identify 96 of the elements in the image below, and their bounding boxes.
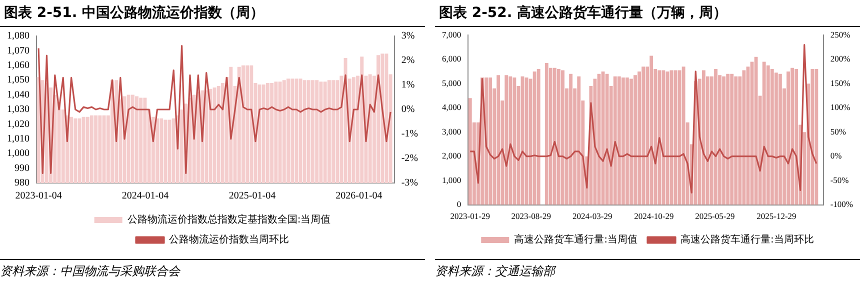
bar <box>508 76 512 205</box>
bar <box>666 71 670 205</box>
bar <box>726 74 730 205</box>
bar <box>634 75 637 205</box>
bar <box>504 75 508 205</box>
bar <box>734 76 738 205</box>
legend-label: 公路物流运价指数当周环比 <box>169 234 289 246</box>
y2-tick-label: 3% <box>401 30 415 42</box>
y2-tick-label: 250% <box>830 29 850 40</box>
x-tick-label: 2024-03-29 <box>572 211 612 222</box>
y2-tick-label: 2% <box>401 55 415 66</box>
y-tick-label: 0 <box>456 199 462 210</box>
legend-label: 高速公路货车通行量:当周值 <box>514 234 638 246</box>
y-tick-label: 4,000 <box>442 102 462 112</box>
bar <box>810 69 814 205</box>
bar <box>722 76 726 205</box>
y2-tick-label: 50% <box>830 126 846 136</box>
y2-tick-label: 100% <box>830 102 850 112</box>
text: 资料来源：交通运输部 <box>435 263 558 280</box>
y-tick-label: 1,030 <box>7 104 30 116</box>
bar <box>814 69 818 205</box>
y-tick-label: 1,050 <box>7 74 30 86</box>
bar <box>774 72 778 205</box>
y-tick-label: 1,060 <box>7 60 30 72</box>
y2-tick-label: 150% <box>830 78 850 88</box>
bar <box>569 74 573 205</box>
y-tick-label: 980 <box>14 178 30 189</box>
bar <box>642 66 645 205</box>
bar <box>532 71 536 205</box>
x-tick-label: 2026-01-04 <box>336 190 382 202</box>
bar <box>790 68 794 205</box>
y-tick-label: 1,010 <box>7 134 30 145</box>
bar <box>536 69 540 205</box>
bar <box>650 56 654 205</box>
legend-label: 高速公路货车通行量:当周环比 <box>680 234 814 246</box>
y2-tick-label: -3% <box>401 178 418 189</box>
x-tick-label: 2024-10-29 <box>634 211 674 222</box>
bar <box>794 69 798 205</box>
y-tick-label: 1,000 <box>442 174 462 185</box>
bar <box>613 76 617 205</box>
y-tick-label: 1,040 <box>7 89 30 100</box>
x-tick-label: 2025-05-29 <box>695 211 735 222</box>
y2-tick-label: 200% <box>830 54 850 64</box>
bar <box>621 78 625 205</box>
bar <box>512 78 516 205</box>
bar <box>488 78 492 205</box>
y2-tick-label: 0% <box>830 150 842 161</box>
bar <box>658 70 662 205</box>
bar <box>544 62 548 205</box>
bar <box>496 75 500 205</box>
bar <box>561 70 564 205</box>
text: 资料来源：中国物流与采购联合会 <box>0 263 182 280</box>
bar <box>714 69 718 205</box>
bar <box>557 69 560 205</box>
bar <box>552 68 556 205</box>
y-tick-label: 1,080 <box>7 30 30 42</box>
bar <box>605 74 609 205</box>
y-tick-label: 6,000 <box>442 54 462 64</box>
x-tick-label: 2023-08-29 <box>511 211 551 222</box>
legend-label: 公路物流运价指数总指数定基指数全国:当周值 <box>127 214 331 226</box>
bar <box>629 78 633 205</box>
bar <box>577 76 581 205</box>
x-tick-label: 2025-01-04 <box>228 190 276 202</box>
bar <box>662 70 666 205</box>
bar <box>682 66 686 205</box>
y-tick-label: 1,000 <box>7 148 30 160</box>
bar <box>742 70 746 205</box>
chart-title: 图表 2-51. 中国公路物流运价指数（周） <box>0 2 425 27</box>
bar <box>625 78 629 205</box>
bar <box>786 71 790 205</box>
bar <box>770 69 774 205</box>
x-tick-label: 2023-01-04 <box>15 190 62 202</box>
y-tick-label: 2,000 <box>442 150 462 161</box>
x-tick-label: 2025-12-29 <box>756 211 796 222</box>
y-tick-label: 5,000 <box>442 78 462 88</box>
y2-tick-label: -50% <box>830 174 849 185</box>
x-tick-label: 2024-01-04 <box>122 190 169 202</box>
y-tick-label: 1,020 <box>7 118 30 130</box>
y-tick-label: 1,070 <box>7 45 30 56</box>
bar <box>617 76 621 205</box>
bar <box>762 62 766 205</box>
y2-tick-label: 0% <box>401 104 415 116</box>
bar <box>702 70 706 205</box>
bar <box>778 74 782 205</box>
x-tick-label: 2023-01-29 <box>450 211 490 222</box>
bar <box>730 74 734 205</box>
y-tick-label: 990 <box>14 162 30 174</box>
y2-tick-label: -1% <box>401 128 418 140</box>
y-tick-label: 7,000 <box>442 29 462 40</box>
bar <box>766 65 770 205</box>
y2-tick-label: -100% <box>830 199 854 210</box>
y-tick-label: 3,000 <box>442 126 462 136</box>
chart-title: 图表 2-52. 高速公路货车通行量（万辆，周） <box>435 2 860 27</box>
bar <box>468 98 472 205</box>
y2-tick-label: 1% <box>401 80 415 91</box>
y2-tick-label: -2% <box>401 153 418 164</box>
